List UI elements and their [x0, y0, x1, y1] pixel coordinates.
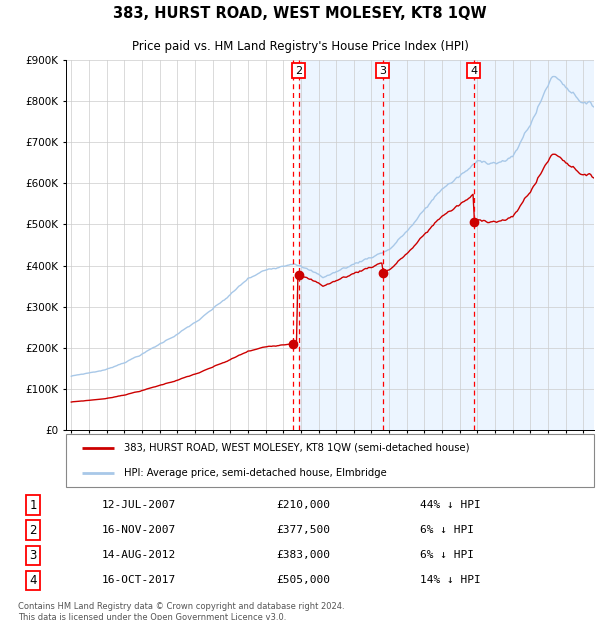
Text: HPI: Average price, semi-detached house, Elmbridge: HPI: Average price, semi-detached house,…	[124, 468, 387, 478]
Text: 3: 3	[29, 549, 37, 562]
Text: £210,000: £210,000	[276, 500, 330, 510]
Text: 44% ↓ HPI: 44% ↓ HPI	[420, 500, 481, 510]
Text: 383, HURST ROAD, WEST MOLESEY, KT8 1QW: 383, HURST ROAD, WEST MOLESEY, KT8 1QW	[113, 6, 487, 20]
Text: 4: 4	[470, 66, 478, 76]
Text: 16-NOV-2007: 16-NOV-2007	[102, 525, 176, 535]
Text: 14-AUG-2012: 14-AUG-2012	[102, 551, 176, 560]
Text: 2: 2	[295, 66, 302, 76]
Text: Price paid vs. HM Land Registry's House Price Index (HPI): Price paid vs. HM Land Registry's House …	[131, 40, 469, 53]
Text: £377,500: £377,500	[276, 525, 330, 535]
FancyBboxPatch shape	[66, 434, 594, 487]
Text: 3: 3	[379, 66, 386, 76]
Text: 4: 4	[29, 574, 37, 587]
Text: 1: 1	[29, 498, 37, 511]
Text: 383, HURST ROAD, WEST MOLESEY, KT8 1QW (semi-detached house): 383, HURST ROAD, WEST MOLESEY, KT8 1QW (…	[124, 443, 470, 453]
Text: Contains HM Land Registry data © Crown copyright and database right 2024.: Contains HM Land Registry data © Crown c…	[18, 602, 344, 611]
Text: 14% ↓ HPI: 14% ↓ HPI	[420, 575, 481, 585]
Text: 6% ↓ HPI: 6% ↓ HPI	[420, 525, 474, 535]
Text: 12-JUL-2007: 12-JUL-2007	[102, 500, 176, 510]
Text: 16-OCT-2017: 16-OCT-2017	[102, 575, 176, 585]
Bar	[299, 60, 600, 430]
Text: 2: 2	[29, 524, 37, 537]
Text: £505,000: £505,000	[276, 575, 330, 585]
Text: 6% ↓ HPI: 6% ↓ HPI	[420, 551, 474, 560]
Text: £383,000: £383,000	[276, 551, 330, 560]
Text: This data is licensed under the Open Government Licence v3.0.: This data is licensed under the Open Gov…	[18, 613, 286, 620]
